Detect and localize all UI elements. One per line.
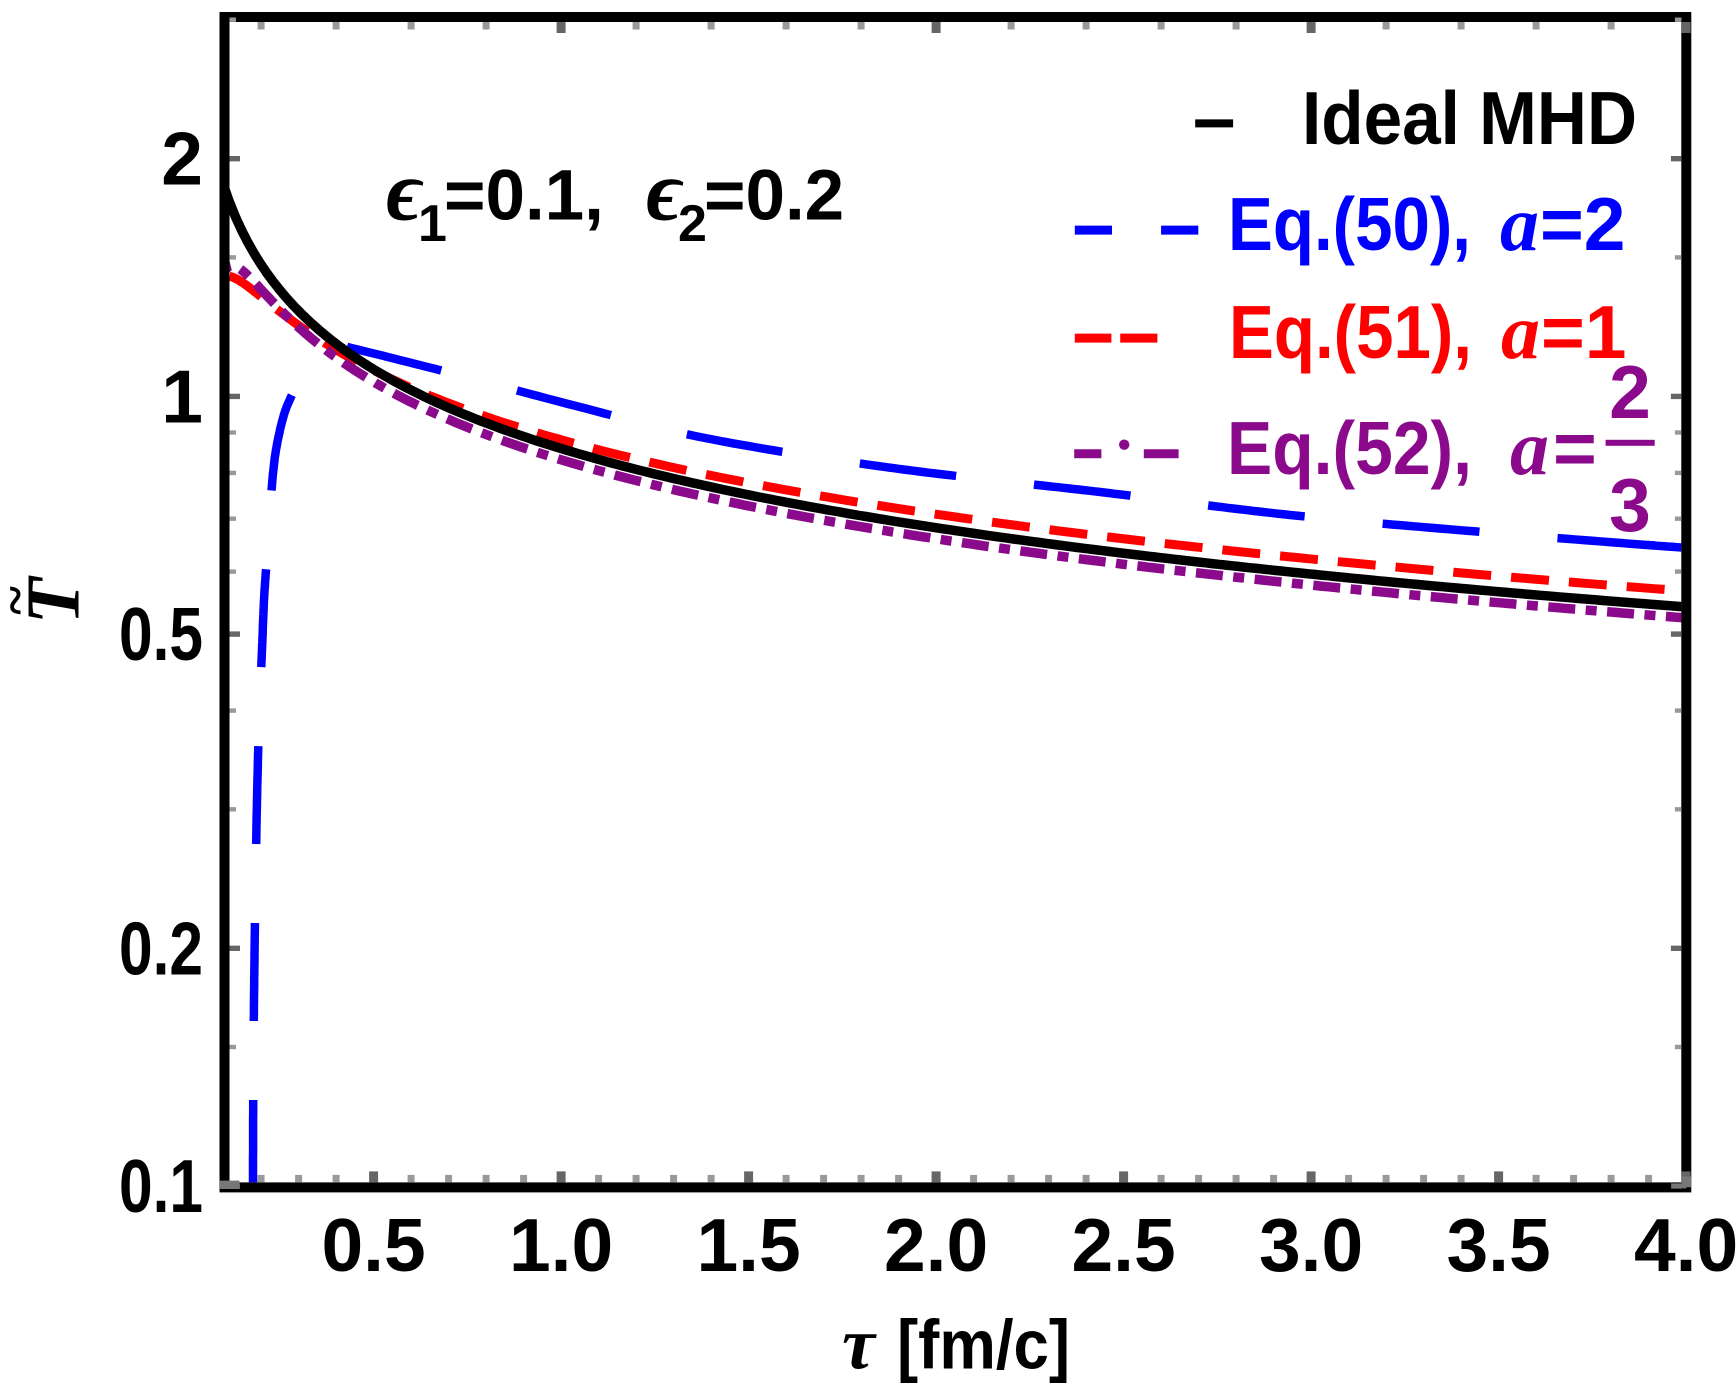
svg-text:1: 1 [418, 195, 447, 253]
svg-text:1: 1 [161, 354, 203, 438]
svg-text:4.0: 4.0 [1634, 1203, 1736, 1287]
svg-text:=0.2: =0.2 [704, 157, 844, 236]
svg-text:=0.1,: =0.1, [444, 157, 604, 236]
svg-text:2: 2 [161, 117, 203, 201]
svg-text:ϵ: ϵ [386, 143, 424, 239]
svg-text:2.0: 2.0 [884, 1203, 988, 1287]
svg-text:1.0: 1.0 [509, 1203, 613, 1287]
svg-text:Ideal MHD: Ideal MHD [1302, 76, 1637, 160]
svg-text:3: 3 [1609, 463, 1651, 547]
svg-text:~: ~ [0, 585, 46, 616]
svg-text:0.5: 0.5 [119, 592, 203, 676]
svg-text:Eq.(51),: Eq.(51), [1229, 290, 1472, 374]
svg-text:0.2: 0.2 [119, 906, 203, 990]
svg-text:2.5: 2.5 [1071, 1203, 1175, 1287]
svg-text:τ: τ [842, 1304, 877, 1386]
svg-text:T: T [12, 575, 96, 624]
svg-text:1.5: 1.5 [696, 1203, 800, 1287]
svg-text:Eq.(50),: Eq.(50), [1228, 182, 1471, 266]
svg-text:=2: =2 [1540, 182, 1626, 266]
svg-text:a: a [1501, 288, 1540, 375]
svg-text:Eq.(52),: Eq.(52), [1227, 406, 1472, 490]
svg-text:a: a [1510, 404, 1549, 491]
svg-text:=: = [1553, 406, 1597, 490]
svg-text:[fm/c]: [fm/c] [897, 1306, 1070, 1384]
svg-text:a: a [1500, 180, 1539, 267]
svg-text:0.1: 0.1 [119, 1144, 203, 1228]
svg-text:ϵ: ϵ [646, 143, 684, 239]
svg-text:2: 2 [678, 195, 707, 253]
svg-text:=1: =1 [1541, 290, 1627, 374]
svg-text:0.5: 0.5 [321, 1203, 425, 1287]
svg-text:2: 2 [1609, 350, 1651, 434]
svg-text:3.0: 3.0 [1259, 1203, 1363, 1287]
svg-text:3.5: 3.5 [1446, 1203, 1550, 1287]
